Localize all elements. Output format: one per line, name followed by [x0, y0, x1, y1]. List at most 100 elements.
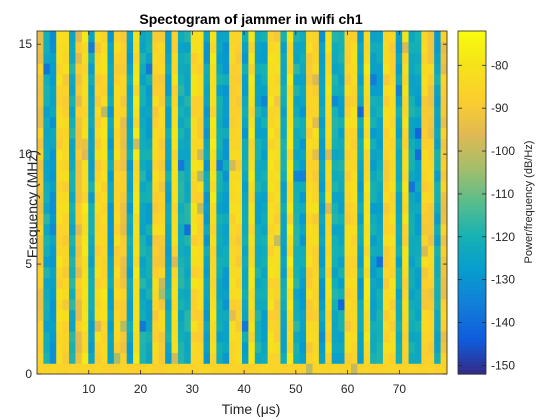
heatmap-cell	[56, 288, 64, 300]
heatmap-cell	[434, 266, 442, 279]
heatmap-cell	[145, 159, 153, 171]
heatmap-cell	[242, 31, 249, 43]
heatmap-cell	[113, 95, 121, 107]
heatmap-cell	[94, 245, 102, 257]
colorbar-band	[458, 254, 486, 259]
heatmap-cell	[229, 309, 237, 321]
heatmap-cell	[209, 363, 217, 375]
heatmap-cell	[286, 181, 294, 193]
colorbar-band	[458, 242, 486, 247]
heatmap-cell	[293, 309, 301, 321]
heatmap-cell	[56, 309, 64, 321]
heatmap-cell	[408, 84, 416, 96]
heatmap-cell	[216, 309, 224, 321]
heatmap-cell	[158, 170, 166, 182]
heatmap-cell	[318, 320, 326, 332]
heatmap-cell	[427, 256, 435, 268]
heatmap-cell	[49, 127, 57, 139]
heatmap-cell	[184, 148, 192, 161]
heatmap-cell	[177, 202, 185, 214]
heatmap-cell	[107, 181, 115, 193]
heatmap-cell	[184, 170, 192, 182]
heatmap-cell	[318, 170, 326, 182]
heatmap-cell	[261, 170, 269, 182]
heatmap-cell	[165, 73, 173, 86]
colorbar-band	[458, 346, 486, 351]
heatmap-cell	[145, 95, 153, 107]
heatmap-cell	[222, 277, 230, 289]
heatmap-cell	[197, 159, 205, 171]
heatmap-cell	[286, 52, 294, 64]
heatmap-cell	[203, 31, 211, 43]
heatmap-cell	[293, 181, 301, 193]
heatmap-cell	[318, 352, 326, 364]
heatmap-cell	[190, 256, 198, 268]
heatmap-cell	[357, 288, 365, 300]
heatmap-cell	[222, 31, 230, 43]
heatmap-cell	[107, 31, 115, 43]
heatmap-cell	[357, 31, 365, 43]
heatmap-cell	[402, 191, 410, 203]
heatmap-cell	[133, 52, 140, 64]
heatmap-cell	[421, 363, 429, 375]
heatmap-cell	[376, 277, 384, 289]
heatmap-cell	[113, 341, 121, 354]
heatmap-cell	[56, 266, 64, 279]
heatmap-cell	[382, 191, 390, 203]
heatmap-cell	[363, 277, 371, 289]
heatmap-cell	[402, 181, 410, 193]
heatmap-cell	[165, 234, 173, 246]
heatmap-cell	[254, 127, 262, 139]
heatmap-cell	[427, 191, 435, 203]
heatmap-cell	[145, 234, 153, 246]
heatmap-cell	[267, 73, 275, 86]
heatmap-cell	[299, 106, 307, 118]
heatmap-cell	[293, 341, 301, 354]
heatmap-cell	[370, 298, 378, 311]
heatmap-cell	[139, 170, 147, 182]
heatmap-cell	[145, 298, 153, 311]
heatmap-cell	[197, 181, 205, 193]
heatmap-cell	[312, 266, 320, 279]
heatmap-cell	[139, 331, 147, 343]
heatmap-cell	[267, 127, 275, 139]
heatmap-cell	[203, 363, 211, 375]
heatmap-cell	[81, 52, 89, 64]
heatmap-cell	[299, 213, 307, 225]
heatmap-cell	[126, 63, 134, 75]
heatmap-cell	[177, 159, 185, 171]
heatmap-cell	[165, 298, 173, 311]
heatmap-cell	[152, 309, 160, 321]
heatmap-cell	[254, 202, 262, 214]
heatmap-cell	[376, 266, 384, 279]
heatmap-cell	[62, 309, 70, 321]
heatmap-cell	[261, 52, 269, 64]
heatmap-cell	[306, 191, 313, 203]
heatmap-cell	[190, 363, 198, 375]
heatmap-cell	[94, 73, 102, 86]
heatmap-cell	[363, 309, 371, 321]
colorbar-band	[458, 62, 486, 68]
heatmap-cell	[107, 95, 115, 107]
heatmap-cell	[171, 245, 179, 257]
heatmap-cell	[242, 277, 249, 289]
colorbar-band	[458, 262, 486, 267]
chart-title: Spectogram of jammer in wifi ch1	[139, 11, 362, 27]
heatmap-cell	[235, 363, 243, 375]
heatmap-cell	[376, 138, 384, 150]
heatmap-cell	[133, 31, 140, 43]
heatmap-cell	[158, 84, 166, 96]
heatmap-cell	[286, 41, 294, 53]
heatmap-cell	[197, 213, 205, 225]
heatmap-cell	[370, 148, 378, 161]
heatmap-cell	[56, 41, 64, 53]
heatmap-cell	[299, 181, 307, 193]
heatmap-cell	[363, 363, 371, 375]
heatmap-cell	[325, 288, 333, 300]
heatmap-cell	[113, 52, 121, 64]
heatmap-cell	[261, 245, 269, 257]
heatmap-cell	[107, 63, 115, 75]
heatmap-cell	[293, 202, 301, 214]
colorbar-band	[458, 182, 486, 188]
